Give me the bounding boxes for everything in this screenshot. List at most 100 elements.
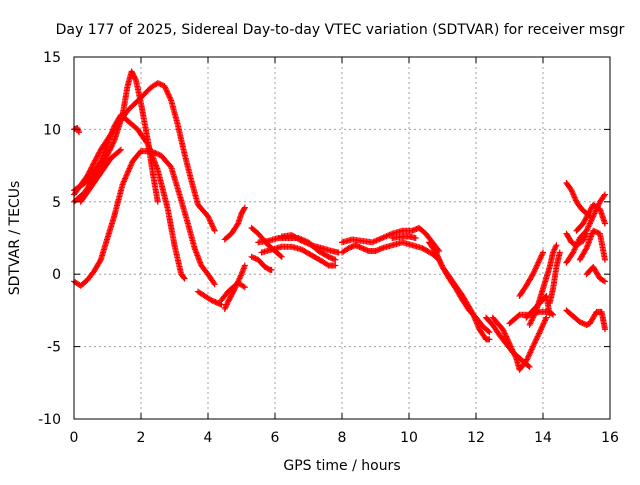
series-track-af (576, 227, 608, 263)
series-track-k (248, 253, 275, 273)
data-point (211, 227, 218, 234)
data-point (540, 249, 546, 256)
data-point (268, 266, 275, 273)
series-track-ag (583, 263, 608, 285)
data-point (240, 283, 247, 290)
y-tick-label: 10 (43, 122, 61, 138)
data-point (601, 191, 608, 198)
data-point (181, 275, 188, 282)
x-tick-label: 10 (400, 430, 418, 446)
data-point (241, 284, 248, 291)
data-point (97, 258, 104, 265)
data-point (225, 297, 232, 304)
data-point (485, 328, 492, 335)
series-track-g (194, 288, 225, 308)
data-point (143, 139, 150, 146)
series-track-o (278, 232, 342, 256)
data-point (109, 140, 116, 147)
data-point (582, 246, 589, 253)
data-point (550, 311, 557, 318)
series-track-d (71, 148, 218, 289)
data-point (553, 242, 560, 249)
data-point (486, 329, 493, 336)
data-point (228, 292, 235, 299)
data-point (543, 314, 550, 321)
data-point (278, 253, 285, 260)
y-tick-label: -10 (38, 412, 61, 428)
data-point (468, 308, 475, 315)
x-tick-label: 0 (70, 430, 79, 446)
series-track-ah (573, 201, 608, 234)
series-track-j (221, 204, 248, 243)
data-point (229, 290, 236, 297)
series-track-w (516, 249, 546, 299)
x-axis-title: GPS time / hours (283, 458, 400, 474)
data-point (241, 262, 248, 269)
x-tick-label: 6 (271, 430, 280, 446)
series-track-p (339, 239, 443, 263)
data-point (227, 293, 234, 300)
data-point (105, 148, 112, 155)
series-track-n (248, 224, 285, 260)
x-tick-label: 16 (601, 430, 619, 446)
y-axis-title: SDTVAR / TECUs (7, 181, 23, 296)
data-point (210, 280, 217, 287)
data-point (110, 139, 117, 146)
data-point (556, 249, 563, 256)
data-point (96, 159, 103, 166)
series-track-z (526, 242, 560, 328)
data-point (526, 363, 533, 370)
data-point (234, 221, 241, 228)
y-tick-label: 5 (52, 195, 61, 211)
data-point (107, 144, 114, 151)
series-track-t (426, 239, 493, 343)
y-tick-label: 15 (43, 50, 61, 66)
data-point (600, 277, 607, 284)
y-tick-label: -5 (47, 340, 61, 356)
data-point (412, 235, 419, 241)
data-point (180, 274, 187, 281)
y-tick-label: 0 (52, 267, 61, 283)
data-point (297, 237, 304, 244)
series-track-c (71, 80, 218, 234)
data-point (132, 75, 139, 82)
data-point (116, 147, 123, 154)
data-point (227, 294, 234, 301)
series-track-ad (563, 307, 608, 333)
data-point (601, 278, 608, 285)
chart-title: Day 177 of 2025, Sidereal Day-to-day VTE… (56, 22, 625, 38)
data-point (154, 198, 161, 205)
tick-layer: 0 2 4 6 8 10 12 14 16 -10 -5 0 5 10 15 (38, 50, 619, 446)
data-layer (71, 68, 608, 373)
data-point (241, 204, 248, 211)
data-point (548, 310, 555, 317)
data-point (229, 289, 236, 296)
data-point (117, 146, 124, 153)
data-point (525, 362, 532, 369)
x-tick-label: 14 (534, 430, 552, 446)
data-point (601, 220, 608, 227)
data-point (109, 142, 116, 149)
data-point (231, 286, 238, 293)
data-point (332, 256, 339, 263)
series-track-r (389, 233, 419, 241)
series-track-y (506, 308, 557, 327)
data-point (106, 147, 113, 154)
data-point (486, 336, 493, 343)
series-track-i (221, 262, 248, 312)
x-tick-label: 4 (204, 430, 213, 446)
series-track-f (77, 146, 124, 205)
data-point (601, 256, 608, 263)
data-point (226, 296, 233, 303)
data-point (211, 281, 218, 288)
data-point (324, 261, 331, 268)
series-track-v (489, 314, 550, 373)
data-point (241, 205, 248, 212)
data-point (230, 288, 237, 295)
data-point (76, 129, 83, 136)
data-point (601, 326, 608, 333)
x-tick-label: 2 (137, 430, 146, 446)
